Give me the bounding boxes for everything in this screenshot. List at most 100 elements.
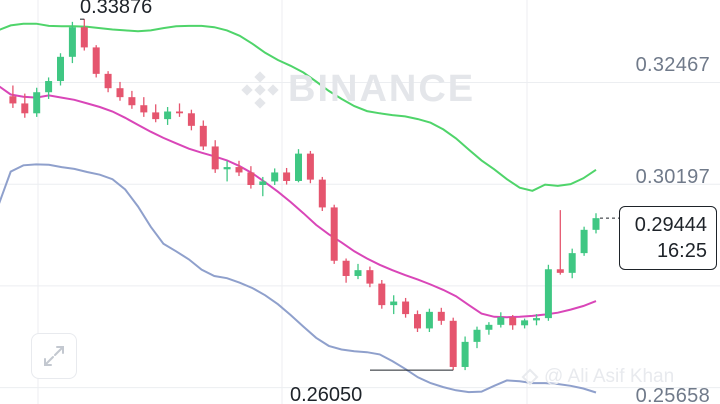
binance-logo-icon [241,70,279,109]
candle [176,103,183,117]
candle [509,314,517,330]
candle-body [568,253,576,273]
candle-body [164,111,172,120]
candle [259,176,267,197]
candle-body [330,207,338,261]
candle [378,280,386,309]
low-price-annotation: 0.26050 [290,384,363,404]
expand-button[interactable] [31,333,77,379]
candle-body [33,92,41,114]
candle-body [187,113,195,126]
candle-body [295,153,302,181]
candle-body [378,283,386,306]
candle [211,140,219,173]
price-tick-label: 0.32467 [635,54,710,76]
candle [414,310,421,333]
candle-body [45,81,53,93]
candle [33,87,41,117]
candle-body [80,27,88,48]
candle [544,264,552,321]
candle [473,326,481,349]
candle [449,317,457,371]
candle-body [9,96,17,104]
candle-body [116,88,124,98]
candle-body [57,56,64,82]
candle [342,258,350,283]
candle-body [449,320,457,367]
candle [485,322,493,335]
candle [437,307,445,325]
candle-body [425,311,433,329]
candle-body [509,317,517,326]
candle [45,77,53,99]
high-price-annotation: 0.33876 [80,0,153,18]
candle [402,297,410,318]
last-price-box: 0.29444 16:25 [619,206,717,270]
candle [330,204,338,264]
candle [461,336,469,371]
candle-body [437,311,445,321]
candle [556,210,564,275]
bollinger-bands [0,22,597,394]
candle-body [556,269,564,273]
upper-band-line [0,22,597,192]
candle-body [235,167,243,173]
expand-arrows-icon [44,346,64,366]
candle [271,168,279,186]
candle-body [592,218,600,230]
candle [199,120,207,151]
candle [187,109,195,131]
candle-body [342,260,350,276]
candle [521,318,529,329]
price-markers [80,18,619,371]
candle [104,71,112,93]
candle [533,314,540,326]
candle-body [544,269,552,319]
candle-body [283,172,291,181]
watermark-text: BINANCE [288,68,476,110]
candle [425,308,433,333]
credit-text: @ Ali Asif Khan [544,366,675,387]
candle [223,160,231,182]
candle-body [21,103,29,114]
candle [152,104,160,123]
price-tick-label: 0.30197 [635,166,710,188]
candle [21,93,29,118]
candle-body [580,229,588,254]
candle-body [306,153,314,180]
candle-body [461,341,469,367]
candle-body [390,301,398,306]
last-price-value: 0.29444 [634,214,707,236]
candle [366,266,374,288]
candle-body [354,270,362,276]
candle [568,248,576,279]
candle-body [521,320,529,326]
candle [9,85,17,108]
candle [235,160,243,177]
candle-body [271,172,279,182]
candle-body [366,270,374,284]
candle [592,213,600,234]
candle [580,226,588,256]
candle-body [199,125,207,147]
candle-body [473,329,481,342]
candle [497,312,505,328]
candle [306,150,314,184]
candle [92,45,100,78]
candle [390,295,398,315]
candle-body [176,111,183,114]
candle [164,107,172,125]
candle-body [497,317,505,325]
candle [68,21,76,64]
candle [354,263,362,280]
candle [295,149,302,183]
candle-body [485,324,493,330]
candle [57,53,64,86]
candle-body [414,314,421,329]
candle-body [68,27,76,57]
price-tick-label: 0.25658 [635,385,710,404]
candle-body [152,112,160,120]
